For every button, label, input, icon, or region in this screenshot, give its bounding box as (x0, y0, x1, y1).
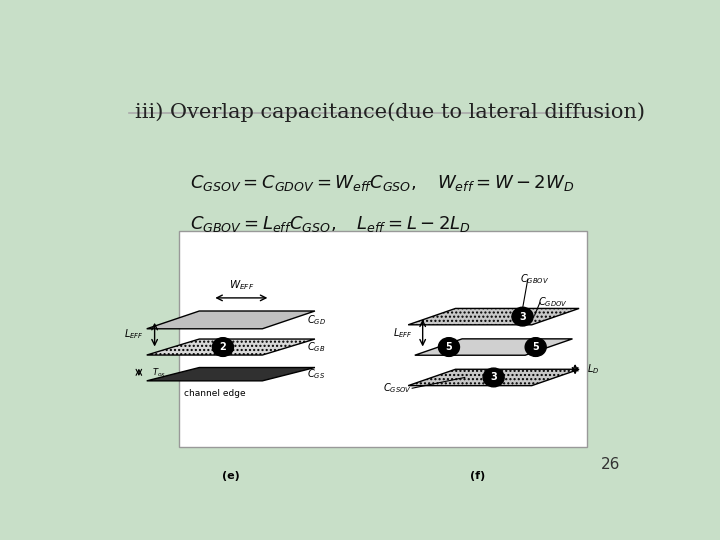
Text: 3: 3 (490, 373, 497, 382)
Text: 2: 2 (220, 342, 226, 352)
Polygon shape (147, 339, 315, 355)
Text: $C_{GS}$: $C_{GS}$ (307, 367, 325, 381)
Polygon shape (415, 339, 572, 355)
Polygon shape (147, 368, 315, 381)
Circle shape (212, 338, 233, 356)
Text: (e): (e) (222, 471, 240, 481)
Text: $T_{ox}$: $T_{ox}$ (152, 366, 166, 379)
Text: $C_{GD}$: $C_{GD}$ (307, 313, 326, 327)
Text: 5: 5 (446, 342, 452, 352)
Text: $W_{EFF}$: $W_{EFF}$ (229, 278, 254, 292)
Text: $C_{GB}$: $C_{GB}$ (307, 340, 325, 354)
Text: channel edge: channel edge (184, 389, 246, 398)
Text: $C_{GBOV}$: $C_{GBOV}$ (520, 272, 549, 286)
Circle shape (483, 368, 504, 387)
Text: 3: 3 (519, 312, 526, 322)
Text: $C_{GSOV} = C_{GDOV} = W_{eff}C_{GSO},\quad W_{eff} = W - 2W_D$: $C_{GSOV} = C_{GDOV} = W_{eff}C_{GSO},\q… (190, 173, 575, 193)
Text: $L_{EFF}$: $L_{EFF}$ (124, 327, 143, 341)
Polygon shape (147, 311, 315, 329)
Text: (f): (f) (470, 471, 485, 481)
Text: 26: 26 (600, 457, 620, 472)
Text: $L_D$: $L_D$ (588, 362, 600, 376)
Text: $L_{EFF}$: $L_{EFF}$ (393, 326, 413, 340)
Circle shape (512, 307, 533, 326)
Circle shape (438, 338, 459, 356)
Text: $W_{EFF}$: $W_{EFF}$ (479, 338, 503, 352)
Polygon shape (408, 369, 579, 386)
Text: 5: 5 (532, 342, 539, 352)
Text: $C_{GDOV}$: $C_{GDOV}$ (539, 296, 568, 309)
Text: $C_{GBOV} = L_{eff}C_{GSO},\quad L_{eff} = L - 2L_D$: $C_{GBOV} = L_{eff}C_{GSO},\quad L_{eff}… (190, 214, 471, 234)
Text: $C_{GSOV}$: $C_{GSOV}$ (383, 381, 412, 395)
Polygon shape (408, 308, 579, 325)
Text: iii) Overlap capacitance(due to lateral diffusion): iii) Overlap capacitance(due to lateral … (135, 102, 644, 122)
Circle shape (525, 338, 546, 356)
FancyBboxPatch shape (179, 231, 587, 447)
